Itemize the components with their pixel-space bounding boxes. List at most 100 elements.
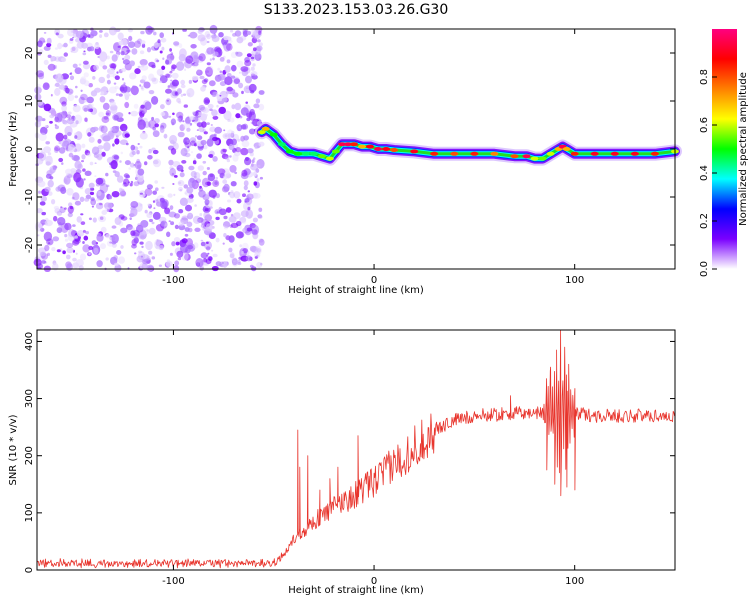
colorbar-ticks: 0.0 0.2 0.4 0.6 0.8 (699, 69, 717, 277)
noise-speck (140, 104, 145, 109)
noise-speck (223, 215, 228, 220)
noise-speck (61, 57, 67, 63)
noise-speck (138, 251, 145, 261)
noise-speck (166, 231, 171, 238)
noise-speck (258, 238, 264, 243)
noise-speck (102, 127, 107, 132)
noise-speck (80, 93, 88, 101)
noise-speck (97, 145, 104, 150)
noise-speck (99, 30, 103, 33)
noise-speck (139, 145, 143, 149)
noise-speck (187, 243, 196, 252)
noise-speck (127, 181, 130, 184)
noise-speck (99, 96, 106, 103)
noise-speck (197, 34, 206, 42)
noise-speck (203, 131, 208, 135)
noise-speck (125, 64, 131, 69)
noise-speck (77, 230, 85, 237)
noise-speck (196, 262, 200, 266)
noise-speck (219, 57, 225, 62)
spectrogram-x-ticks: -100 0 100 (162, 29, 584, 286)
noise-speck (38, 190, 41, 194)
noise-speck (62, 250, 66, 255)
noise-speck (180, 148, 188, 157)
noise-speck (45, 161, 51, 166)
noise-speck (70, 72, 73, 75)
noise-speck (172, 183, 175, 185)
noise-speck (193, 158, 196, 161)
ridge-point (430, 151, 439, 156)
noise-speck (200, 37, 208, 46)
noise-speck (76, 216, 82, 223)
snr-y-ticks: 0 100 200 300 400 (24, 332, 675, 573)
noise-speck (72, 262, 79, 269)
noise-speck (114, 138, 120, 145)
noise-speck (99, 202, 103, 206)
ridge-point (450, 151, 459, 156)
noise-speck (142, 259, 150, 265)
noise-speck (106, 79, 111, 85)
noise-speck (47, 179, 54, 188)
noise-speck (88, 83, 93, 88)
ridge-point (358, 144, 366, 149)
noise-speck (252, 29, 261, 40)
noise-speck (227, 39, 233, 44)
noise-speck (162, 57, 165, 60)
noise-speck (97, 190, 102, 196)
noise-speck (46, 37, 52, 45)
noise-speck (111, 225, 117, 229)
noise-speck (168, 170, 171, 173)
noise-speck (96, 233, 104, 242)
noise-speck (46, 42, 52, 48)
noise-speck (182, 93, 187, 96)
noise-speck (203, 78, 209, 83)
noise-speck (183, 104, 188, 108)
noise-speck (240, 107, 249, 116)
noise-speck (253, 181, 258, 186)
noise-speck (40, 227, 45, 232)
noise-speck (84, 117, 88, 122)
noise-speck (62, 120, 68, 125)
ridge-point (374, 147, 383, 151)
noise-speck (247, 42, 253, 47)
noise-speck (172, 112, 175, 116)
noise-speck (137, 119, 146, 130)
noise-speck (230, 132, 235, 138)
noise-speck (212, 115, 219, 120)
noise-speck (167, 85, 171, 88)
noise-speck (97, 138, 102, 144)
noise-speck (46, 155, 53, 162)
noise-speck (55, 186, 61, 192)
noise-speck (232, 92, 239, 98)
snr-y-tick-label: 100 (24, 503, 35, 522)
noise-speck (215, 261, 222, 267)
noise-speck (53, 165, 57, 171)
noise-speck (136, 150, 140, 155)
noise-speck (84, 197, 90, 202)
noise-speck (55, 82, 60, 88)
noise-speck (169, 167, 176, 177)
noise-speck (161, 199, 169, 209)
noise-speck (183, 137, 190, 145)
noise-speck (36, 263, 43, 270)
noise-speck (178, 221, 185, 227)
noise-speck (92, 244, 101, 255)
noise-speck (252, 47, 257, 52)
noise-speck (133, 237, 139, 244)
noise-speck (186, 127, 191, 132)
colorbar-tick-label: 0.8 (699, 69, 710, 85)
noise-speck (130, 144, 136, 151)
noise-speck (230, 181, 237, 187)
ridge-point (285, 149, 294, 154)
noise-speck (71, 196, 75, 200)
noise-speck (168, 220, 171, 223)
noise-speck (44, 219, 53, 227)
noise-speck (68, 228, 75, 238)
noise-speck (54, 145, 60, 152)
noise-speck (256, 159, 265, 169)
noise-speck (124, 91, 130, 99)
noise-speck (196, 69, 203, 76)
spec-y-tick-label: 0 (24, 146, 35, 152)
noise-speck (83, 235, 89, 241)
noise-speck (171, 241, 176, 247)
